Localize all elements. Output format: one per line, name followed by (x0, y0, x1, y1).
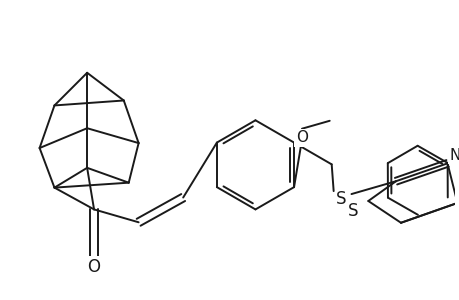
Text: S: S (336, 190, 346, 208)
Text: O: O (87, 258, 101, 276)
Text: O: O (295, 130, 308, 145)
Text: S: S (347, 202, 358, 220)
Text: N: N (449, 148, 459, 163)
